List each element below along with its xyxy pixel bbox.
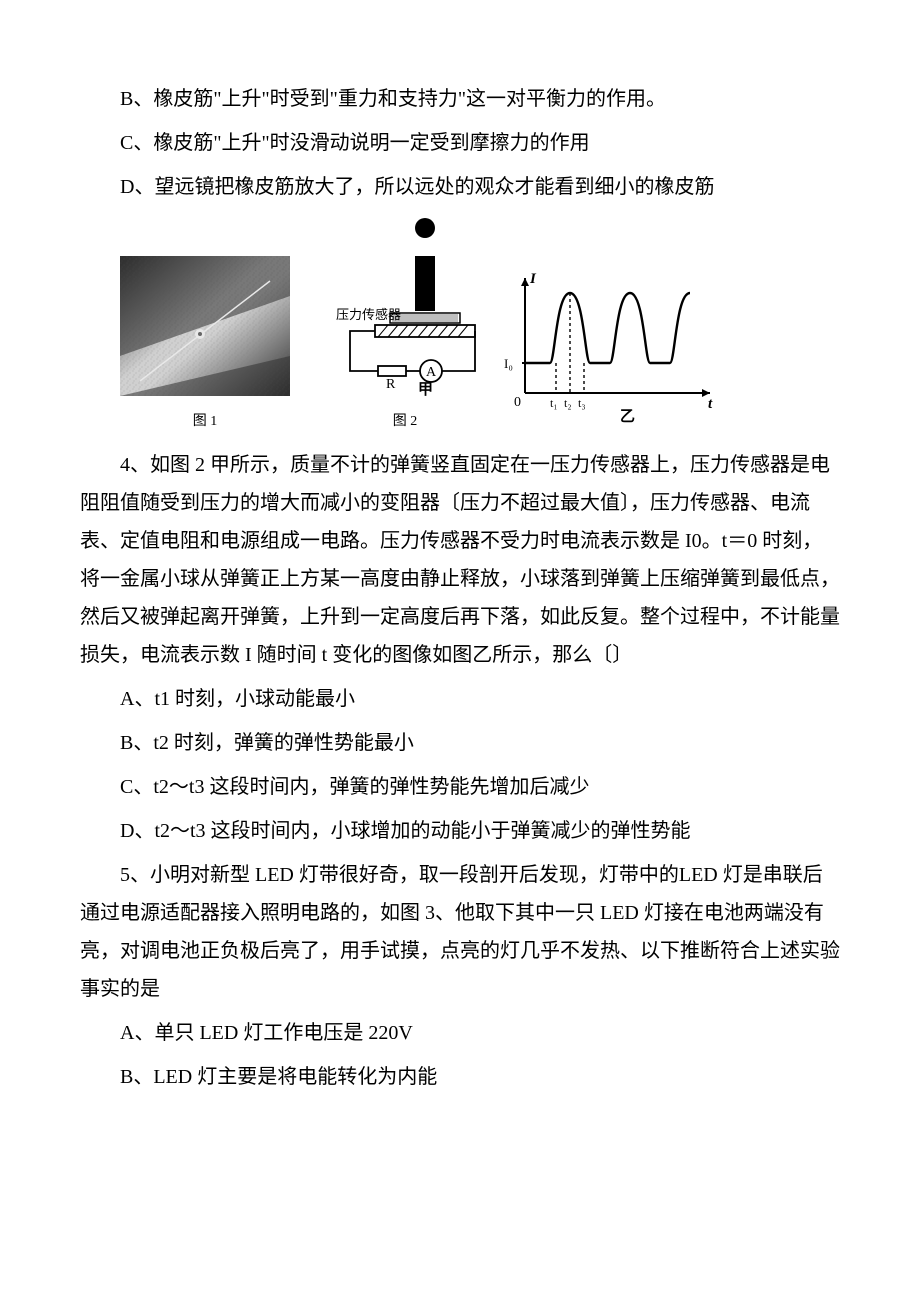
t3-label: t₃ (578, 396, 586, 410)
axis-origin-label: 0 (514, 395, 521, 410)
figure-1-caption: 图 1 (120, 409, 290, 436)
figure-1: 图 1 (120, 256, 290, 436)
q4-option-a: A、t1 时刻，小球动能最小 (80, 680, 840, 718)
q5-option-a: A、单只 LED 灯工作电压是 220V (80, 1014, 840, 1052)
q5-stem: 5、小明对新型 LED 灯带很好奇，取一段剖开后发现，灯带中的LED 灯是串联后… (80, 856, 840, 1008)
t2-label: t₂ (564, 396, 572, 410)
figure-row: 图 1 压 (120, 216, 840, 436)
q5-option-b: B、LED 灯主要是将电能转化为内能 (80, 1058, 840, 1096)
circuit-diagram: 压力传感器 (330, 216, 480, 436)
axis-i0-label: I₀ (504, 356, 513, 371)
axis-i-label: I (529, 271, 537, 287)
ammeter-label: A (426, 365, 437, 380)
q4-stem: 4、如图 2 甲所示，质量不计的弹簧竖直固定在一压力传感器上，压力传感器是电阻阻… (80, 446, 840, 674)
photo-illustration (120, 256, 290, 396)
q4-option-b: B、t2 时刻，弹簧的弹性势能最小 (80, 724, 840, 762)
sensor-label: 压力传感器 (336, 307, 401, 322)
q4-option-c: C、t2～t3 这段时间内，弹簧的弹性势能先增加后减少 (80, 768, 840, 806)
q4-option-d: D、t2～t3 这段时间内，小球增加的动能小于弹簧减少的弹性势能 (80, 812, 840, 850)
resistor-label: R (386, 377, 396, 392)
q3-option-b: B、橡皮筋"上升"时受到"重力和支持力"这一对平衡力的作用。 (80, 80, 840, 118)
axis-t-label: t (708, 396, 713, 412)
q3-option-d: D、望远镜把橡皮筋放大了，所以远处的观众才能看到细小的橡皮筋 (80, 168, 840, 206)
jia-label: 甲 (418, 381, 433, 396)
yi-label: 乙 (620, 409, 635, 423)
current-time-graph: I I₀ 0 t t₁ t₂ t₃ (500, 263, 720, 436)
document-page: B、橡皮筋"上升"时受到"重力和支持力"这一对平衡力的作用。 C、橡皮筋"上升"… (0, 0, 920, 1162)
t1-label: t₁ (550, 396, 558, 410)
q3-option-c: C、橡皮筋"上升"时没滑动说明一定受到摩擦力的作用 (80, 124, 840, 162)
figure-2-caption: 图 2 (330, 409, 480, 436)
figure-2: 压力传感器 (330, 216, 720, 436)
